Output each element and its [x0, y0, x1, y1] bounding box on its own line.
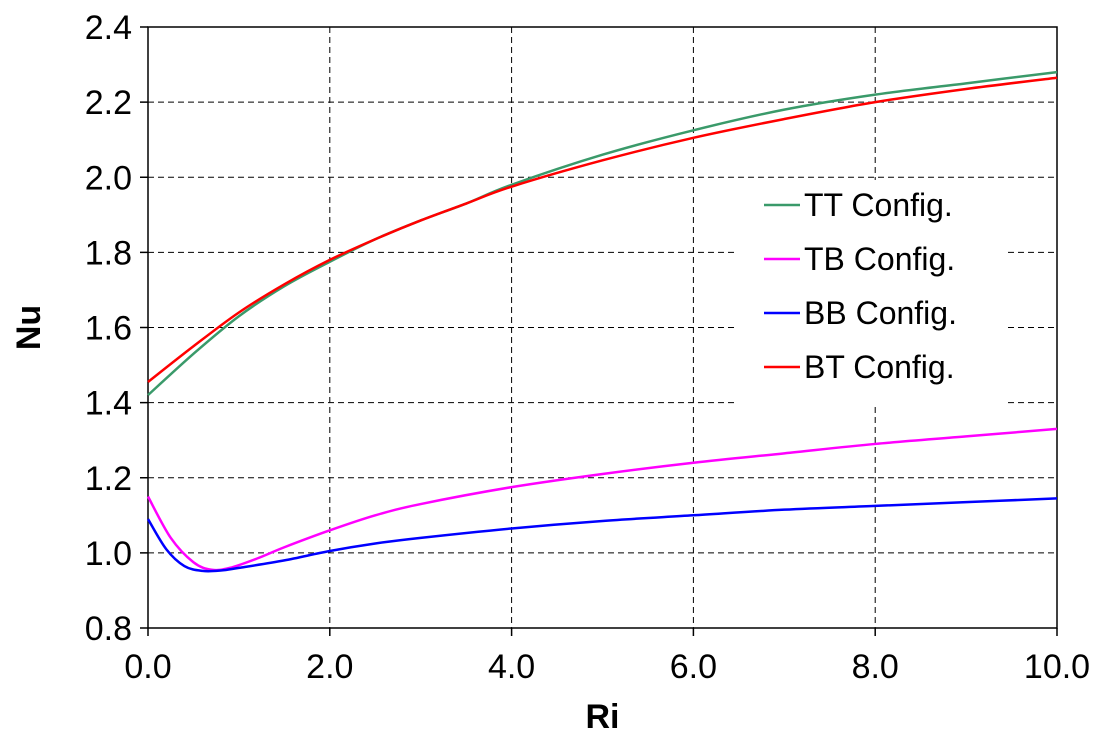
legend-label: TT Config.: [804, 187, 953, 223]
y-axis-title: Nu: [10, 305, 48, 350]
series-line-1: [146, 427, 1058, 572]
x-tick-label: 10.0: [1024, 648, 1090, 686]
y-tick-label: 1.6: [85, 310, 132, 348]
y-tick-label: 1.0: [85, 535, 132, 573]
y-tick-label: 2.2: [85, 84, 132, 122]
y-tick-label: 2.0: [85, 159, 132, 197]
y-tick-label: 0.8: [85, 610, 132, 648]
x-axis-title: Ri: [586, 698, 620, 735]
legend-label: BB Config.: [804, 295, 957, 331]
x-tick-label: 4.0: [488, 648, 535, 686]
y-tick-label: 1.2: [85, 460, 132, 498]
series-line-2: [146, 497, 1058, 573]
series-line-3: [147, 76, 1058, 383]
x-tick-label: 6.0: [670, 648, 717, 686]
series-lines: [146, 70, 1058, 573]
axis-ticks: 0.0 2.0 4.0 6.0 8.0 10.0 0.8 1.0 1.2 1.4 1.6 1.8 2.0…: [85, 9, 1090, 686]
y-tick-label: 1.8: [85, 234, 132, 272]
grid-lines: [148, 27, 1057, 628]
y-tick-label: 2.4: [85, 9, 132, 47]
x-tick-label: 2.0: [306, 648, 353, 686]
x-tick-label: 0.0: [124, 648, 171, 686]
legend-label: TB Config.: [804, 241, 955, 277]
legend: TT Config. TB Config. BB Config. BT Config.: [736, 180, 1006, 404]
legend-label: BT Config.: [804, 349, 955, 385]
y-tick-label: 1.4: [85, 385, 132, 423]
x-tick-label: 8.0: [852, 648, 899, 686]
